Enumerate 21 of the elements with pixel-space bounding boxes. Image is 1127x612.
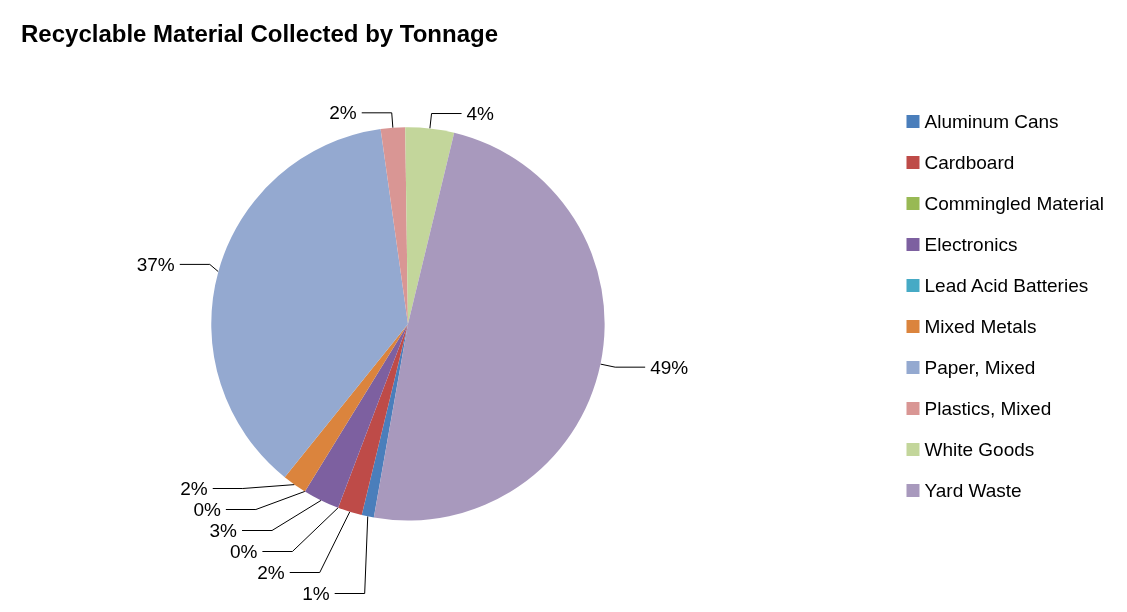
chart-title: Recyclable Material Collected by Tonnage: [21, 19, 499, 47]
data-label: 49%: [650, 356, 689, 378]
legend-label: Commingled Material: [924, 193, 1105, 214]
legend-label: White Goods: [924, 439, 1035, 460]
data-label: 1%: [302, 583, 330, 604]
data-label: 2%: [329, 102, 357, 124]
data-label: 2%: [257, 562, 285, 583]
text: 0%: [193, 499, 221, 520]
text: 0%: [229, 541, 258, 562]
data-label: 3%: [209, 520, 238, 541]
legend-label: Lead Acid Batteries: [924, 275, 1089, 296]
legend-label: Paper, Mixed: [924, 357, 1036, 378]
legend-label: Electronics: [924, 234, 1018, 255]
legend-label: Yard Waste: [924, 480, 1022, 501]
legend-label: Cardboard: [924, 152, 1015, 173]
data-label: 2%: [180, 478, 208, 499]
data-label: 37%: [136, 253, 175, 275]
data-label: 4%: [466, 103, 495, 125]
legend-label: Plastics, Mixed: [924, 398, 1052, 419]
legend-label: Mixed Metals: [924, 316, 1037, 337]
legend-label: Aluminum Cans: [924, 111, 1059, 132]
